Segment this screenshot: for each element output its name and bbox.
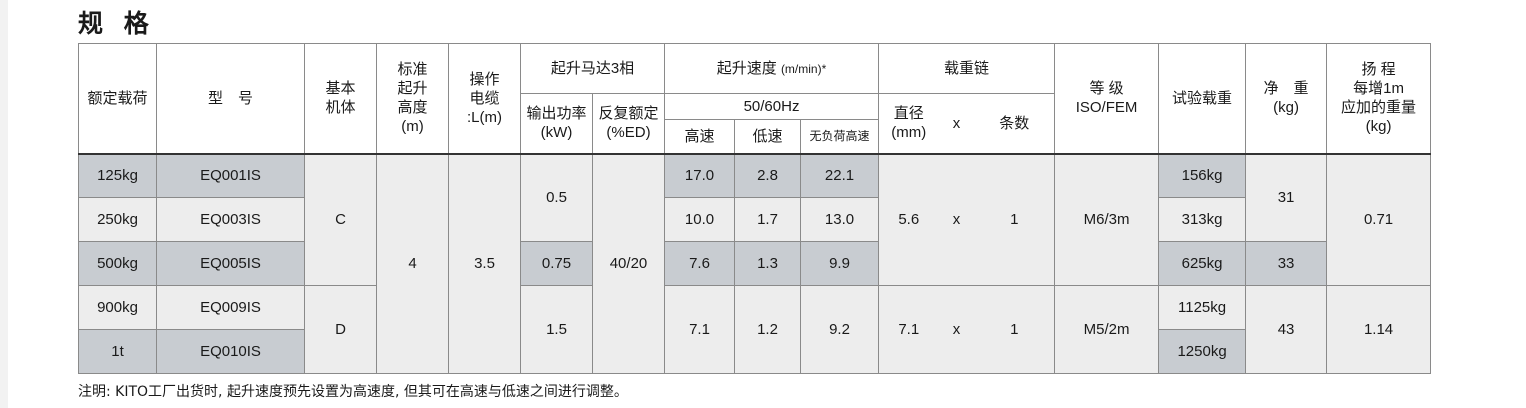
header-motor-ed: 反复额定 (%ED) (592, 93, 665, 155)
table-row: 900kg EQ009IS D 1.5 7.1 1.2 9.2 7.1 x 1 … (78, 285, 1432, 374)
cell-speed-high: 17.0 (664, 153, 735, 198)
cell-speed-low: 2.8 (734, 153, 801, 198)
left-edge-strip (0, 0, 8, 408)
cell-chain-x: x (938, 153, 975, 286)
cell-speed-high: 10.0 (664, 197, 735, 242)
header-chain-diameter: 直径 (mm) (878, 93, 939, 155)
footnote: 注明: KITO工厂出货时, 起升速度预先设置为高速度, 但其可在高速与低速之间… (78, 384, 628, 400)
cell-model: EQ001IS (156, 153, 305, 198)
cell-speed-low: 1.3 (734, 241, 801, 286)
cell-test-load: 313kg (1158, 197, 1247, 242)
cell-standard-lift: 4 (376, 153, 449, 374)
header-speed-noload: 无负荷高速 (799, 119, 880, 155)
cell-load: 900kg (78, 285, 157, 330)
header-speed-high: 高速 (664, 119, 735, 155)
cell-motor-power: 0.75 (520, 241, 593, 286)
cell-model: EQ005IS (156, 241, 305, 286)
header-speed-low: 低速 (734, 119, 801, 155)
cell-chain-x: x (938, 285, 975, 374)
cell-extra-weight: 0.71 (1326, 153, 1432, 286)
cell-weight: 31 (1245, 153, 1328, 242)
cell-speed-noload: 22.1 (799, 153, 880, 198)
cell-motor-power: 0.5 (520, 153, 593, 242)
cell-chain-diameter: 7.1 (878, 285, 939, 374)
cell-chain-count: 1 (974, 285, 1056, 374)
cell-model: EQ010IS (156, 329, 305, 374)
cell-speed-noload: 9.9 (799, 241, 880, 286)
header-model: 型 号 (156, 43, 305, 155)
header-extra-weight: 扬 程每增1m 应加的重量 (kg) (1326, 43, 1432, 155)
cell-motor-power: 1.5 (520, 285, 593, 374)
header-chain-count: 条数 (974, 93, 1056, 155)
cell-speed-low: 1.7 (734, 197, 801, 242)
cell-weight: 33 (1245, 241, 1328, 286)
cell-load: 125kg (78, 153, 157, 198)
header-test-load: 试验载重 (1158, 43, 1247, 155)
table-row: 500kg EQ005IS 0.75 7.6 1.3 9.9 625kg 33 (78, 241, 1431, 286)
cell-base-unit: D (304, 285, 377, 374)
header-speed-hz: 50/60Hz (663, 93, 880, 120)
cell-grade: M5/2m (1054, 285, 1160, 374)
header-speed: 起升速度 (m/min)* (663, 43, 880, 94)
cell-model: EQ009IS (156, 285, 305, 330)
cell-chain-diameter: 5.6 (878, 153, 939, 286)
section-title: 规 格 (78, 9, 155, 38)
cell-test-load: 156kg (1158, 153, 1247, 198)
cell-load: 250kg (78, 197, 157, 242)
cell-speed-high: 7.6 (664, 241, 735, 286)
header-cable: 操作 电缆:L(m) (448, 43, 521, 155)
spec-table: 额定载荷 型 号 基本 机体 标准 起升 高度 (m) 操作 电缆:L(m) 起升马达3相… (78, 43, 1432, 374)
table-row: 125kg EQ001IS C 4 3.5 0.5 40/20 17.0 2.8… (78, 153, 1432, 374)
cell-cable: 3.5 (448, 153, 521, 374)
cell-base-unit: C (304, 153, 377, 286)
table-row: 1t EQ010IS 1250kg (78, 329, 1431, 374)
cell-load: 1t (78, 329, 157, 374)
cell-test-load: 1250kg (1158, 329, 1247, 374)
cell-test-load: 625kg (1158, 241, 1247, 286)
cell-speed-noload: 13.0 (799, 197, 880, 242)
cell-speed-low: 1.2 (734, 285, 801, 374)
cell-grade: M6/3m (1054, 153, 1160, 286)
table-row: 250kg EQ003IS 10.0 1.7 13.0 313kg (78, 197, 1431, 242)
header-weight: 净 重 (kg) (1245, 43, 1328, 155)
header-chain: 载重链 (878, 43, 1056, 94)
header-chain-x: x (938, 93, 975, 155)
cell-model: EQ003IS (156, 197, 305, 242)
header-rated-load: 额定载荷 (78, 43, 157, 155)
cell-extra-weight: 1.14 (1326, 285, 1432, 374)
header-grade: 等 级 ISO/FEM (1054, 43, 1160, 155)
cell-chain-count: 1 (974, 153, 1056, 286)
cell-load: 500kg (78, 241, 157, 286)
header-standard-lift: 标准 起升 高度 (m) (376, 43, 449, 155)
cell-weight: 43 (1245, 285, 1328, 374)
cell-speed-noload: 9.2 (799, 285, 880, 374)
header-motor: 起升马达3相 (520, 43, 665, 94)
cell-speed-high: 7.1 (664, 285, 735, 374)
header-base-unit: 基本 机体 (304, 43, 377, 155)
cell-motor-ed: 40/20 (592, 153, 665, 374)
header-motor-power: 输出功率 (kW) (520, 93, 593, 155)
cell-test-load: 1125kg (1158, 285, 1247, 330)
